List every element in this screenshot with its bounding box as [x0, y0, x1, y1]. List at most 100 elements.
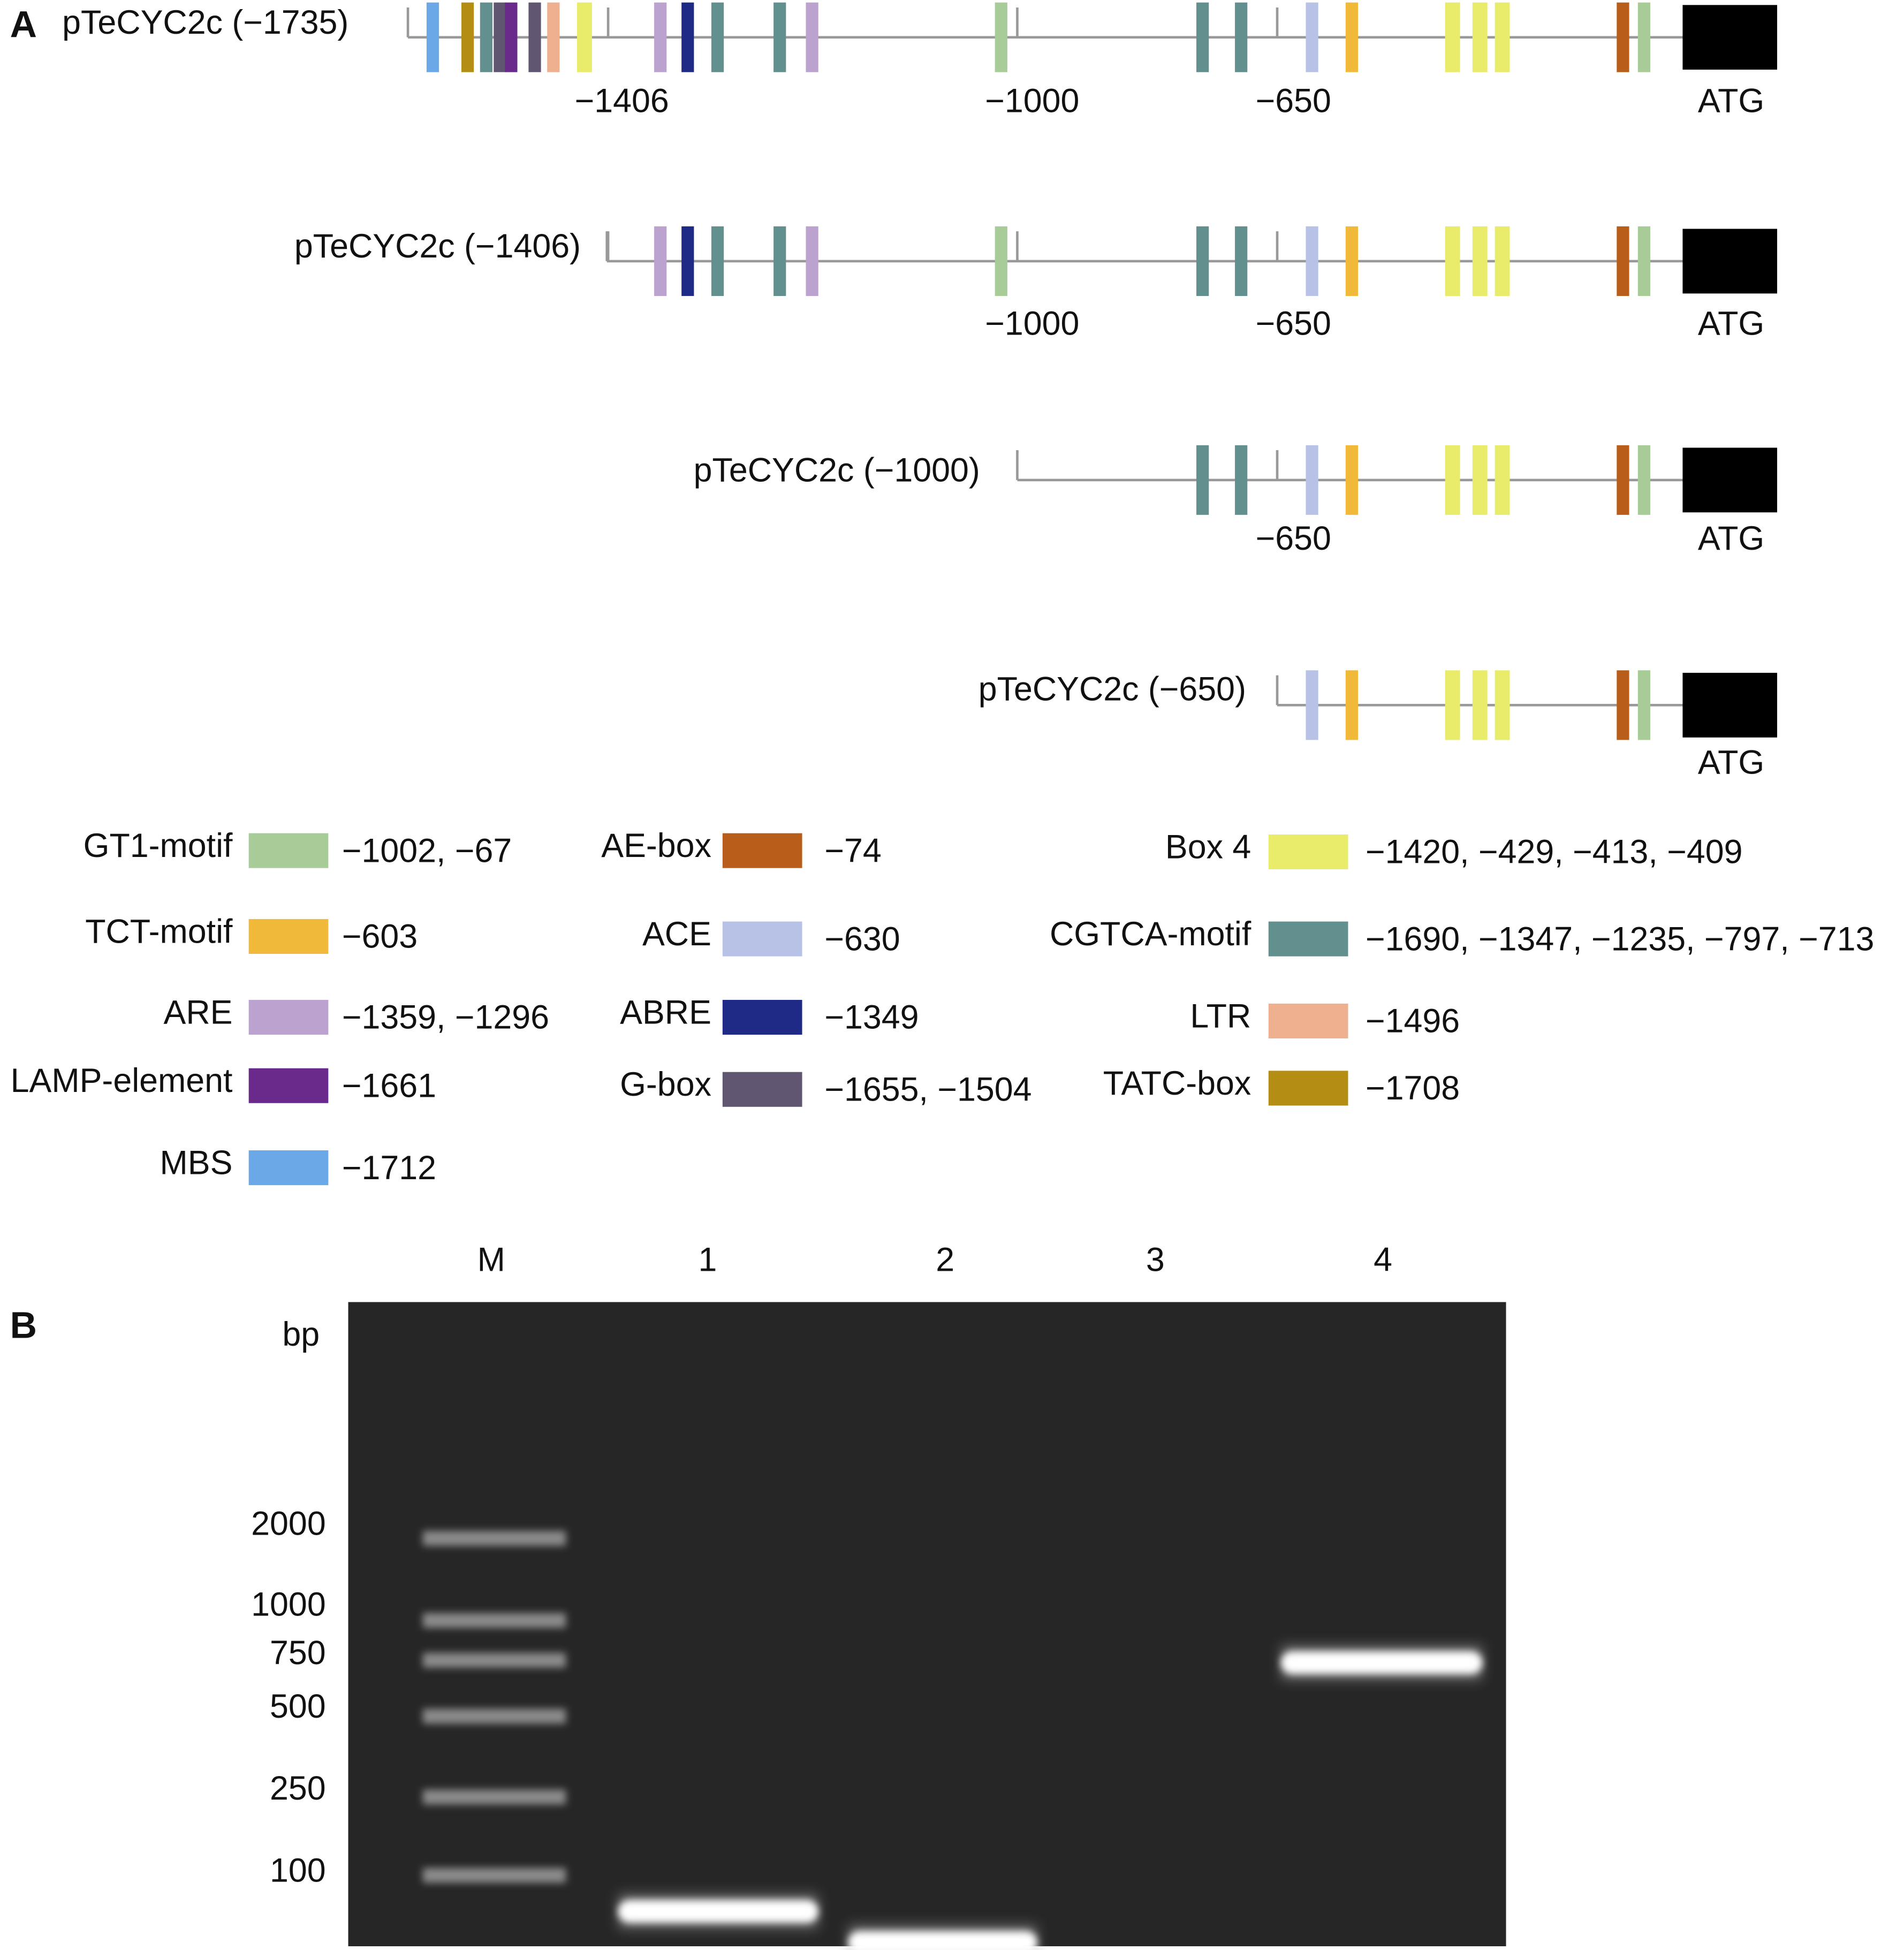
legend-positions: −1661: [342, 1067, 436, 1104]
legend-name: ARE: [163, 993, 232, 1031]
atg-box: [1682, 5, 1778, 70]
ladder-band: [422, 1531, 566, 1546]
position-label: −650: [1256, 305, 1331, 342]
lane-label: 3: [1146, 1241, 1165, 1279]
legend-swatch: [722, 921, 802, 957]
legend-swatch: [722, 833, 802, 868]
lane-label: M: [477, 1241, 505, 1279]
legend-swatch: [248, 919, 329, 954]
legend-positions: −1359, −1296: [342, 999, 549, 1036]
legend-positions: −1002, −67: [342, 832, 512, 869]
lane-label: 1: [699, 1241, 717, 1279]
element-box: [806, 226, 818, 296]
legend-swatch: [1268, 1071, 1348, 1106]
legend-swatch: [248, 1150, 329, 1186]
element-box: [995, 2, 1007, 72]
atg-label: ATG: [1698, 305, 1764, 342]
lane-label: 2: [936, 1241, 954, 1279]
ladder-band: [422, 1652, 566, 1668]
legend-name: TATC-box: [1103, 1065, 1251, 1102]
marker-size: 750: [270, 1634, 326, 1672]
legend-name: Box 4: [1165, 828, 1251, 866]
position-label: −1406: [575, 82, 669, 119]
legend-swatch: [1268, 1003, 1348, 1038]
legend-name: ACE: [642, 915, 711, 953]
element-box: [1345, 670, 1359, 740]
element-box: [1637, 226, 1651, 296]
element-box: [1637, 2, 1651, 72]
legend-positions: −74: [824, 832, 881, 869]
atg-box: [1682, 672, 1778, 738]
element-box: [1472, 445, 1488, 515]
legend-positions: −1420, −429, −413, −409: [1366, 833, 1743, 871]
element-box: [1445, 445, 1460, 515]
ladder-band: [422, 1868, 566, 1883]
element-box: [1235, 445, 1248, 515]
element-box: [1472, 226, 1488, 296]
element-box: [1617, 2, 1629, 72]
element-box: [1637, 670, 1651, 740]
legend-name: GT1-motif: [84, 827, 233, 864]
element-box: [1637, 445, 1651, 515]
ladder-band: [422, 1789, 566, 1805]
element-box: [1472, 670, 1488, 740]
marker-size: 1000: [251, 1585, 326, 1623]
legend-swatch: [722, 1072, 802, 1107]
element-box: [1345, 226, 1359, 296]
element-box: [577, 2, 592, 72]
element-box: [1495, 226, 1510, 296]
element-box: [1306, 445, 1318, 515]
legend-name: CGTCA-motif: [1050, 915, 1251, 953]
legend-swatch: [1268, 921, 1348, 957]
position-label: −650: [1256, 520, 1331, 557]
element-box: [505, 2, 518, 72]
element-box: [1495, 2, 1510, 72]
element-box: [1306, 226, 1318, 296]
legend-positions: −1655, −1504: [824, 1071, 1031, 1108]
atg-label: ATG: [1698, 520, 1764, 557]
element-box: [1345, 445, 1359, 515]
band: [1281, 1651, 1483, 1674]
element-box: [1617, 445, 1629, 515]
element-box: [1306, 670, 1318, 740]
marker-size: 2000: [251, 1505, 326, 1542]
unit-label: bp: [282, 1316, 320, 1353]
atg-box: [1682, 447, 1778, 513]
construct-name: pTeCYC2c (−1406): [294, 227, 581, 265]
lane-label: 4: [1374, 1241, 1392, 1279]
atg-label: ATG: [1698, 82, 1764, 119]
legend-positions: −1712: [342, 1149, 436, 1187]
position-label: −1000: [985, 305, 1079, 342]
atg-box: [1682, 229, 1778, 294]
element-box: [1345, 2, 1359, 72]
ladder-band: [422, 1709, 566, 1724]
marker-size: 250: [270, 1770, 326, 1807]
legend-name: LTR: [1190, 997, 1251, 1035]
element-box: [773, 226, 786, 296]
position-label: −650: [1256, 82, 1331, 119]
element-box: [1617, 670, 1629, 740]
legend-swatch: [722, 999, 802, 1035]
band: [618, 1900, 818, 1923]
element-box: [1235, 2, 1248, 72]
legend-swatch: [248, 1068, 329, 1103]
legend-positions: −1496: [1366, 1003, 1460, 1040]
element-box: [654, 226, 667, 296]
construct-name: pTeCYC2c (−1735): [62, 4, 348, 41]
construct-name: pTeCYC2c (−1000): [694, 451, 980, 489]
element-box: [1445, 226, 1460, 296]
element-box: [1495, 445, 1510, 515]
element-box: [681, 2, 694, 72]
legend-name: G-box: [620, 1066, 711, 1103]
legend-name: MBS: [160, 1144, 233, 1182]
legend-name: LAMP-element: [11, 1062, 233, 1099]
marker-size: 100: [270, 1852, 326, 1889]
legend-positions: −630: [824, 920, 900, 958]
element-box: [711, 226, 724, 296]
marker-size: 500: [270, 1688, 326, 1725]
element-box: [806, 2, 818, 72]
atg-label: ATG: [1698, 743, 1764, 781]
element-box: [528, 2, 541, 72]
legend-swatch: [248, 833, 329, 868]
element-box: [1196, 445, 1209, 515]
